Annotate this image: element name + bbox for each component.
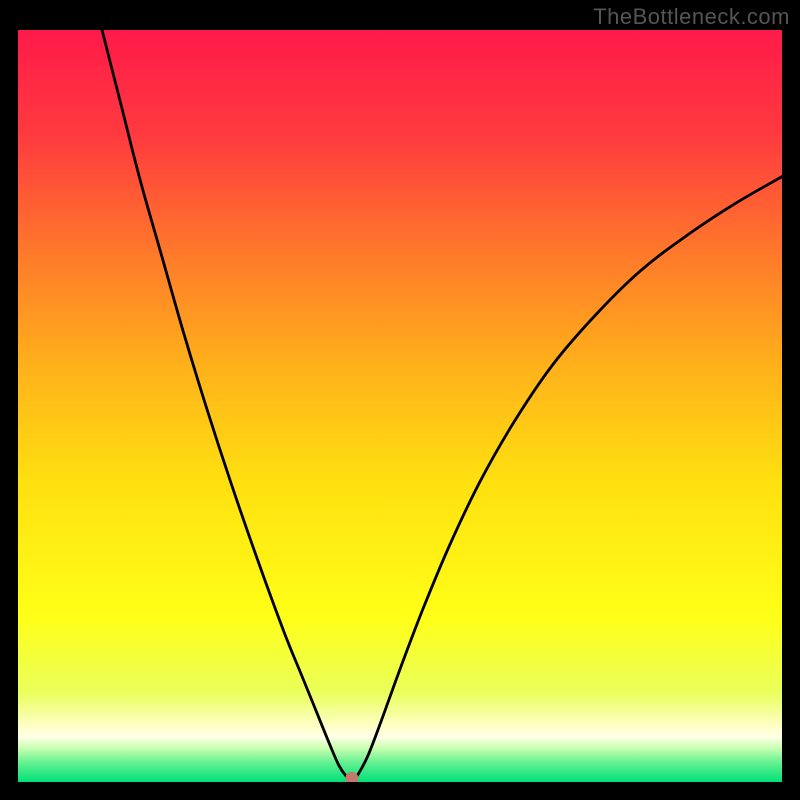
plot-area xyxy=(18,30,782,782)
chart-container: TheBottleneck.com xyxy=(0,0,800,800)
bottleneck-curve xyxy=(102,30,782,782)
minimum-marker-icon xyxy=(345,772,358,782)
curve-layer xyxy=(18,30,782,782)
watermark-text: TheBottleneck.com xyxy=(593,4,790,30)
